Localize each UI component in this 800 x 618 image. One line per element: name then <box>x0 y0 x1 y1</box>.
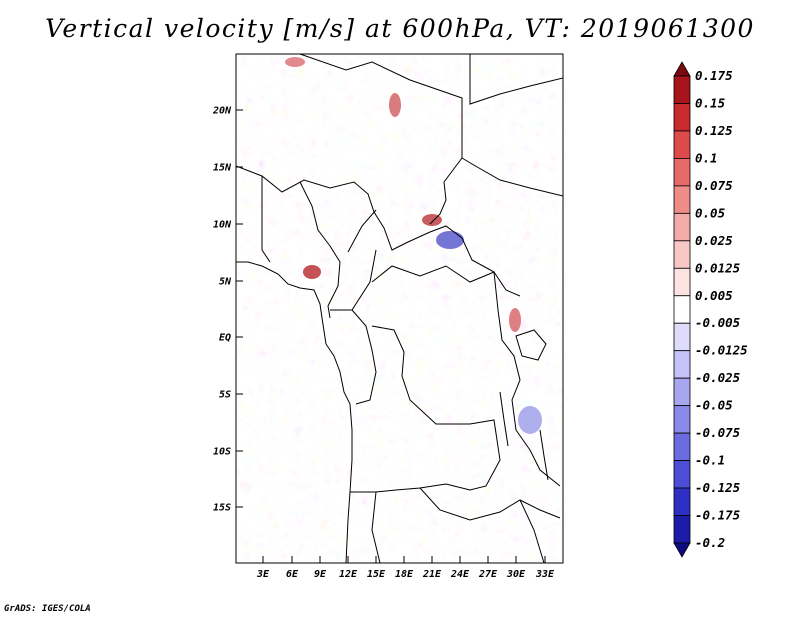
border <box>299 181 341 319</box>
lat-label: 20N <box>212 106 232 117</box>
ascent-blob <box>303 265 321 279</box>
colorbar-label: 0.175 <box>695 68 733 83</box>
latitude-axis: 20N 15N 10N 5N EQ 5S 10S 15S <box>212 106 243 514</box>
lat-label: 15N <box>213 163 232 174</box>
border <box>330 249 377 311</box>
border <box>469 54 563 105</box>
lon-label: 3E <box>256 569 270 580</box>
colorbar-segment <box>673 350 691 379</box>
colorbar-segment <box>673 75 691 104</box>
colorbar-label: 0.005 <box>695 288 733 303</box>
grads-credit: GrADS: IGES/COLA <box>4 604 91 614</box>
colorbar-label: -0.125 <box>695 480 741 495</box>
colorbar-label: 0.125 <box>695 123 733 138</box>
colorbar-label: -0.1 <box>695 453 725 468</box>
lon-label: 24E <box>450 569 470 580</box>
lon-label: 9E <box>314 569 327 580</box>
lat-label: EQ <box>219 333 231 344</box>
border <box>461 157 563 197</box>
lat-label: 15S <box>213 503 231 514</box>
lon-label: 27E <box>478 569 498 580</box>
colorbar-segment <box>673 158 691 187</box>
colorbar-segment <box>673 185 691 214</box>
colorbar-segment <box>673 432 691 461</box>
ascent-blob <box>422 214 442 226</box>
colorbar-label: -0.175 <box>695 508 741 523</box>
lon-label: 30E <box>506 569 526 580</box>
colorbar-label: 0.1 <box>695 150 718 165</box>
descent-blob <box>436 231 464 249</box>
colorbar-segment <box>673 240 691 269</box>
colorbar-segment <box>673 377 691 407</box>
colorbar-segment <box>673 103 691 132</box>
colorbar-segment <box>673 487 691 516</box>
lon-label: 18E <box>395 569 414 580</box>
colorbar-top-arrow <box>673 61 691 77</box>
colorbar-label: 0.075 <box>695 178 733 193</box>
colorbar-label: -0.025 <box>695 370 741 385</box>
border <box>519 499 545 563</box>
colorbar-segment <box>673 405 691 434</box>
lat-label: 5S <box>219 390 231 401</box>
country-boundaries <box>236 54 563 563</box>
map-frame <box>235 53 564 564</box>
border <box>347 209 377 253</box>
coastline-west <box>236 261 353 563</box>
colorbar-bottom-arrow <box>673 542 691 558</box>
colorbar-segment <box>673 322 691 352</box>
lake-victoria <box>515 329 547 361</box>
ascent-blob <box>389 93 401 117</box>
border <box>261 176 271 263</box>
lon-label: 15E <box>367 569 386 580</box>
lat-label: 10N <box>213 220 232 231</box>
colorbar-segment <box>673 515 691 544</box>
colorbar-segment <box>673 460 691 489</box>
colorbar-label: 0.0125 <box>695 260 741 275</box>
colorbar-segment <box>673 212 691 242</box>
lon-label: 33E <box>535 569 555 580</box>
border <box>419 487 561 521</box>
colorbar-label: -0.05 <box>695 398 733 413</box>
colorbar: 0.175 0.15 0.125 0.1 0.075 0.05 0.025 0.0125 0.0… <box>673 61 748 558</box>
lat-label: 5N <box>219 277 232 288</box>
colorbar-label: -0.075 <box>695 425 741 440</box>
border <box>350 325 501 493</box>
colorbar-label: 0.05 <box>695 205 726 220</box>
lon-label: 21E <box>422 569 442 580</box>
lake-malawi <box>539 429 549 481</box>
colorbar-label: -0.0125 <box>695 343 748 358</box>
border <box>493 271 561 487</box>
colorbar-label: 0.15 <box>695 95 726 110</box>
colorbar-label: 0.025 <box>695 233 733 248</box>
map-plot-area <box>236 54 563 563</box>
longitude-axis: 3E 6E 9E 12E 15E 18E 21E 24E 27E 30E 33E <box>256 556 555 580</box>
ascent-blob <box>509 308 521 332</box>
colorbar-label: -0.2 <box>695 535 725 550</box>
ascent-blob <box>285 57 305 67</box>
lat-label: 10S <box>213 447 231 458</box>
colorbar-segment <box>673 130 691 159</box>
descent-blob <box>518 406 542 434</box>
lon-label: 12E <box>339 569 358 580</box>
border <box>371 265 521 297</box>
border <box>371 491 381 563</box>
border <box>351 309 377 405</box>
lake-tanganyika <box>499 391 509 447</box>
velocity-field <box>236 54 563 563</box>
border <box>299 54 463 225</box>
chart-title: Vertical velocity [m/s] at 600hPa, VT: 2… <box>45 14 755 43</box>
colorbar-label: -0.005 <box>695 315 741 330</box>
colorbar-segment <box>673 267 691 297</box>
colorbar-segment <box>673 295 691 324</box>
lon-label: 6E <box>286 569 299 580</box>
border <box>236 165 495 273</box>
